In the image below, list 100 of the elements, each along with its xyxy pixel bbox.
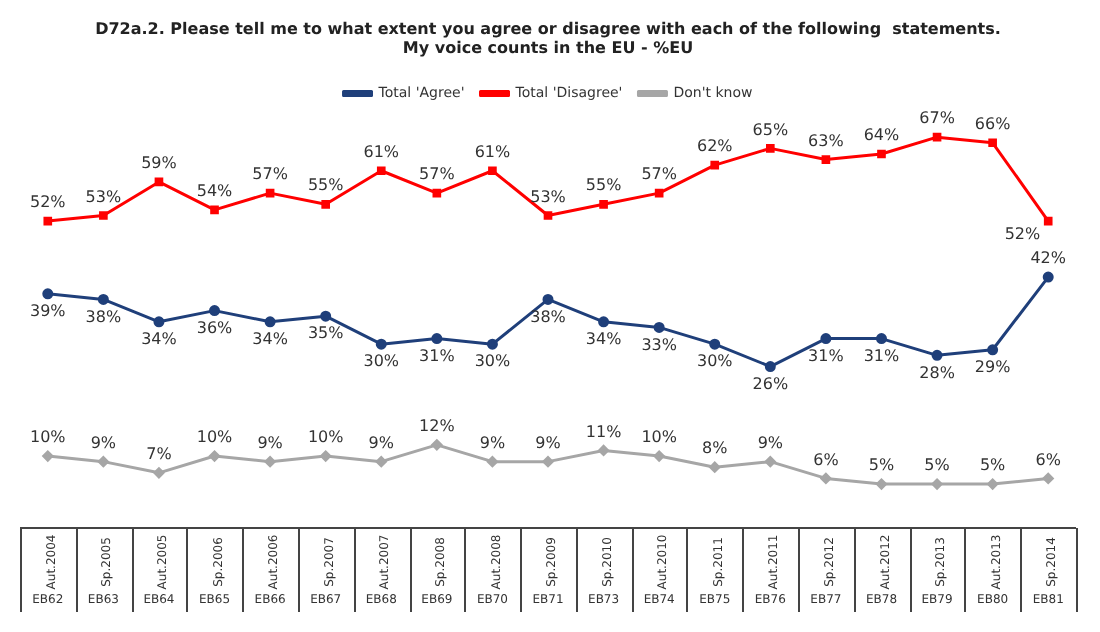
- data-label: 8%: [702, 439, 729, 458]
- data-label: 65%: [752, 120, 789, 139]
- data-label: 10%: [307, 428, 345, 447]
- data-label: 5%: [979, 456, 1007, 475]
- point: [820, 472, 832, 484]
- data-label: 57%: [641, 165, 678, 184]
- data-label: 67%: [919, 109, 956, 128]
- data-label: 9%: [479, 433, 506, 452]
- point: [987, 344, 999, 356]
- data-label: 30%: [363, 352, 400, 371]
- point: [431, 333, 443, 345]
- data-label: 52%: [1004, 225, 1042, 244]
- point: [543, 211, 553, 220]
- data-label: 6%: [1035, 450, 1062, 469]
- data-label: 9%: [257, 433, 284, 452]
- data-label: 66%: [974, 114, 1012, 133]
- point: [820, 333, 832, 345]
- point: [764, 456, 776, 468]
- point: [821, 155, 831, 164]
- point: [375, 456, 387, 468]
- data-label: 5%: [868, 456, 895, 475]
- data-label: 53%: [85, 187, 122, 206]
- data-label: 11%: [585, 422, 623, 441]
- data-label: 54%: [196, 182, 234, 201]
- data-label: 33%: [641, 335, 678, 354]
- data-label: 63%: [808, 131, 845, 150]
- point: [376, 166, 386, 176]
- point: [598, 444, 610, 456]
- point: [931, 478, 943, 490]
- point: [209, 305, 221, 317]
- data-label: 59%: [141, 154, 178, 173]
- data-label: 9%: [757, 433, 784, 452]
- data-label: 30%: [474, 352, 511, 371]
- data-label: 10%: [641, 428, 678, 447]
- data-label: 35%: [307, 324, 345, 343]
- point: [988, 138, 997, 148]
- point: [598, 316, 610, 328]
- point: [210, 205, 219, 215]
- data-label: 30%: [696, 352, 734, 371]
- data-label: 29%: [974, 357, 1012, 376]
- data-label: 34%: [585, 329, 623, 348]
- data-label: 36%: [196, 318, 234, 337]
- point: [1043, 216, 1053, 226]
- chart-title: D72a.2. Please tell me to what extent you agree or disagree with each of the following statements.: [95, 19, 1001, 38]
- data-label: 53%: [530, 187, 567, 206]
- point: [97, 456, 109, 468]
- data-label: 12%: [419, 417, 456, 436]
- point: [320, 450, 332, 462]
- data-label: 5%: [924, 456, 951, 475]
- point: [209, 450, 221, 462]
- point: [1042, 472, 1054, 484]
- point: [154, 177, 164, 187]
- data-label: 6%: [813, 450, 840, 469]
- point: [264, 456, 276, 468]
- point: [542, 293, 554, 305]
- point: [709, 338, 721, 350]
- data-label: 38%: [530, 307, 567, 326]
- data-label: 31%: [419, 346, 456, 365]
- data-label: 31%: [808, 346, 845, 365]
- point: [709, 461, 721, 473]
- data-label: 38%: [85, 307, 122, 326]
- point: [431, 439, 443, 451]
- point: [653, 321, 665, 333]
- point: [42, 450, 54, 462]
- point: [321, 199, 331, 209]
- data-label: 28%: [919, 363, 956, 382]
- point: [599, 199, 608, 209]
- point: [654, 188, 664, 198]
- data-label: 57%: [252, 165, 289, 184]
- point: [375, 338, 387, 350]
- data-label: 7%: [146, 445, 173, 463]
- data-label: 55%: [585, 176, 623, 195]
- point: [42, 288, 54, 300]
- point: [987, 478, 999, 490]
- data-label: 61%: [474, 142, 511, 161]
- point: [320, 310, 332, 322]
- data-label: 42%: [1030, 249, 1067, 268]
- data-label: 10%: [196, 428, 234, 447]
- point: [153, 467, 165, 479]
- data-label: 34%: [252, 329, 289, 348]
- point: [764, 361, 776, 373]
- point: [264, 316, 276, 328]
- point: [1042, 271, 1054, 283]
- data-label: 61%: [363, 142, 400, 161]
- point: [542, 456, 554, 468]
- point: [486, 338, 498, 350]
- point: [43, 216, 53, 226]
- data-label: 55%: [307, 176, 345, 195]
- data-label: 39%: [30, 301, 67, 320]
- data-label: 57%: [419, 165, 456, 184]
- point: [488, 166, 497, 176]
- point: [710, 160, 720, 170]
- data-label: 34%: [141, 329, 178, 348]
- point: [765, 144, 775, 153]
- point: [432, 188, 442, 198]
- point: [97, 293, 109, 305]
- point: [877, 149, 886, 159]
- point: [99, 211, 108, 220]
- point: [653, 450, 665, 462]
- data-label: 64%: [863, 126, 901, 145]
